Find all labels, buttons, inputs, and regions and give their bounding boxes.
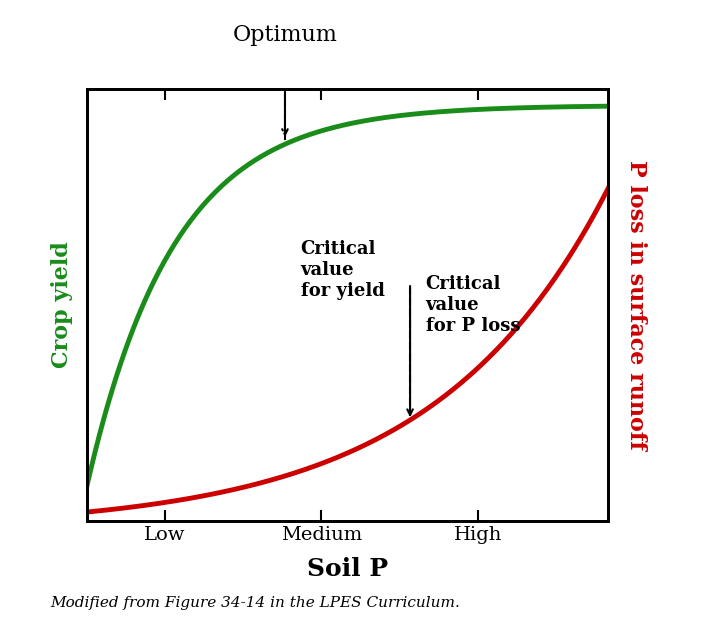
Text: Modified from Figure 34-14 in the LPES Curriculum.: Modified from Figure 34-14 in the LPES C… <box>51 596 460 610</box>
Y-axis label: Crop yield: Crop yield <box>51 241 73 368</box>
Text: Critical
value
for yield: Critical value for yield <box>300 241 384 300</box>
Y-axis label: P loss in surface runoff: P loss in surface runoff <box>625 160 647 450</box>
X-axis label: Soil P: Soil P <box>307 558 388 582</box>
Text: Critical
value
for P loss: Critical value for P loss <box>426 275 521 335</box>
Text: Optimum: Optimum <box>232 23 337 46</box>
